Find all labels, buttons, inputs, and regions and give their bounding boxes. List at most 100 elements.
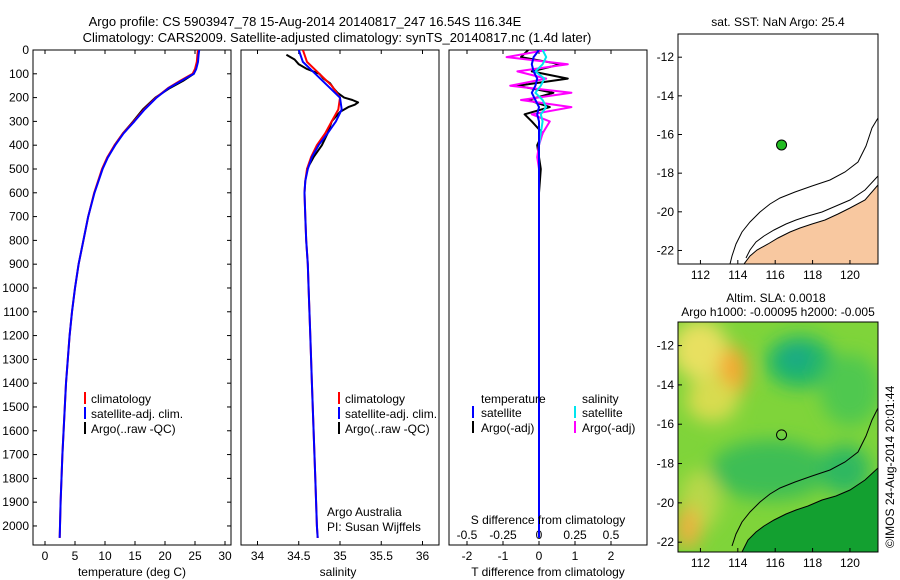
lat-tick-label: -12 xyxy=(657,339,675,353)
x-tick-label: 1 xyxy=(572,549,579,563)
coastline-land xyxy=(743,184,878,264)
sla-blob-green-mid xyxy=(820,354,878,426)
top-tick-label: 0.25 xyxy=(563,528,587,542)
lat-tick-label: -14 xyxy=(657,89,675,103)
y-tick-label: 500 xyxy=(9,162,29,176)
series-line xyxy=(107,50,200,158)
top-tick-label: 0.5 xyxy=(603,528,620,542)
lon-tick-label: 114 xyxy=(728,556,747,570)
sla-map-content xyxy=(678,322,878,552)
y-tick-label: 700 xyxy=(9,210,29,224)
difference-legend: temperature salinity satellite Argo(-adj… xyxy=(472,392,635,435)
difference-axis-ticks: -2 -1 0 1 2-0.5 -0.25 0 0.25 0.5 xyxy=(457,50,620,563)
y-tick-label: 1000 xyxy=(2,281,29,295)
sla-blob-green-east xyxy=(820,445,870,495)
shelf-contour xyxy=(745,175,878,259)
y-tick-label: 900 xyxy=(9,257,29,271)
y-tick-label: 400 xyxy=(9,138,29,152)
legend-label-climatology: climatology xyxy=(91,392,151,406)
lon-tick-label: 116 xyxy=(766,556,785,570)
x-tick-label: -2 xyxy=(462,549,473,563)
lon-tick-label: 112 xyxy=(691,556,710,570)
sst-map-panel: sat. SST: NaN Argo: 25.4 112 114 116 118 120… xyxy=(657,15,879,282)
series-line xyxy=(285,53,360,170)
y-tick-label: 1600 xyxy=(2,424,29,438)
sst-map-frame xyxy=(677,33,879,265)
x-tick-label: 10 xyxy=(98,549,112,563)
temperature-axis-ticks: 0 5 10 15 20 25 30 xyxy=(42,50,232,563)
salinity-plot-frame xyxy=(240,49,440,546)
lat-tick-label: -18 xyxy=(657,166,675,180)
lon-tick-label: 118 xyxy=(803,556,822,570)
temperature-panel: 0100200300400500600700800900100011001200… xyxy=(2,43,232,579)
series-line xyxy=(58,50,201,538)
series-line xyxy=(534,50,548,538)
x-tick-label: 36 xyxy=(416,549,430,563)
sla-blob-yellow xyxy=(678,322,728,380)
y-tick-label: 1900 xyxy=(2,495,29,509)
difference-lines xyxy=(505,50,573,538)
y-tick-label: 2000 xyxy=(2,519,29,533)
legend-label-climatology: climatology xyxy=(345,392,405,406)
sla-blob-orange-sw xyxy=(678,506,700,550)
x-tick-label: 20 xyxy=(158,549,172,563)
lon-tick-label: 118 xyxy=(803,268,822,282)
figure-title: Argo profile: CS 5903947_78 15-Aug-2014 … xyxy=(89,14,522,29)
sst-map-ticks: 112 114 116 118 120 -12 -14 -16 -18 -20 -22 xyxy=(657,50,861,282)
x-tick-label: 35.5 xyxy=(370,549,394,563)
salinity-panel: 34 34.5 35 35.5 36 climatology satellite-adj… xyxy=(240,49,440,579)
sst-map-content xyxy=(729,117,878,264)
y-tick-label: 1100 xyxy=(3,305,29,319)
x-tick-label: 34 xyxy=(251,549,265,563)
salinity-difference-label: S difference from climatology xyxy=(471,513,626,527)
lat-tick-label: -20 xyxy=(657,205,675,219)
lon-tick-label: 116 xyxy=(766,268,785,282)
legend-label-argo: Argo(..raw -QC) xyxy=(91,422,176,436)
figure-subtitle: Climatology: CARS2009. Satellite-adjuste… xyxy=(83,30,592,45)
x-tick-label: 5 xyxy=(72,549,79,563)
sla-map-title-2: Argo h1000: -0.00095 h2000: -0.005 xyxy=(681,305,875,319)
temperature-axis-label: temperature (deg C) xyxy=(78,565,186,579)
temperature-legend: climatology satellite-adj. clim. Argo(..… xyxy=(84,392,183,436)
series-line xyxy=(297,50,343,538)
y-tick-label: 1200 xyxy=(2,329,29,343)
lat-tick-label: -22 xyxy=(657,243,675,257)
lon-tick-label: 114 xyxy=(728,268,747,282)
legend-label-satellite: satellite-adj. clim. xyxy=(345,407,437,421)
lat-tick-label: -22 xyxy=(657,535,675,549)
top-tick-label: -0.5 xyxy=(457,528,478,542)
legend-label-argo: Argo(..raw -QC) xyxy=(345,422,430,436)
temperature-lines xyxy=(58,50,201,538)
lat-tick-label: -14 xyxy=(657,378,675,392)
salinity-legend: climatology satellite-adj. clim. Argo(..… xyxy=(338,392,437,436)
lon-tick-label: 120 xyxy=(840,556,860,570)
x-tick-label: 0 xyxy=(536,549,543,563)
y-tick-label: 1800 xyxy=(2,471,29,485)
x-tick-label: 0 xyxy=(42,549,49,563)
legend-label-s-argo: Argo(-adj) xyxy=(582,421,635,435)
y-tick-label: 600 xyxy=(9,186,29,200)
legend-label-t-satellite: satellite xyxy=(481,406,522,420)
isobath-contour xyxy=(729,117,878,264)
salinity-lines xyxy=(285,50,360,538)
x-tick-label: 35 xyxy=(333,549,347,563)
argo-position-marker xyxy=(776,139,788,151)
sla-blob-green-south xyxy=(710,440,830,500)
lat-tick-label: -18 xyxy=(657,457,675,471)
sla-map-ticks: 112 114 116 118 120 -12 -14 -16 -18 -20 -22 xyxy=(657,339,861,570)
temperature-plot-frame xyxy=(32,49,232,546)
depth-axis-ticks: 0 100 200 300 400 500 600 700 800 900 1000 1100 1200… xyxy=(2,43,231,533)
y-tick-label: 1700 xyxy=(2,448,29,462)
y-tick-label: 200 xyxy=(9,91,29,105)
legend-label-t-argo: Argo(-adj) xyxy=(481,421,534,435)
sst-map-title: sat. SST: NaN Argo: 25.4 xyxy=(711,15,845,29)
y-tick-label: 300 xyxy=(9,114,29,128)
sla-land xyxy=(741,467,878,552)
x-tick-label: 34.5 xyxy=(287,549,311,563)
legend-title-temperature: temperature xyxy=(481,392,546,406)
series-line xyxy=(58,50,199,538)
lat-tick-label: -16 xyxy=(657,128,675,142)
sla-map-panel: Altim. SLA: 0.0018 Argo h1000: -0.00095 … xyxy=(657,291,879,570)
sla-blob-yellow-2 xyxy=(686,378,738,422)
